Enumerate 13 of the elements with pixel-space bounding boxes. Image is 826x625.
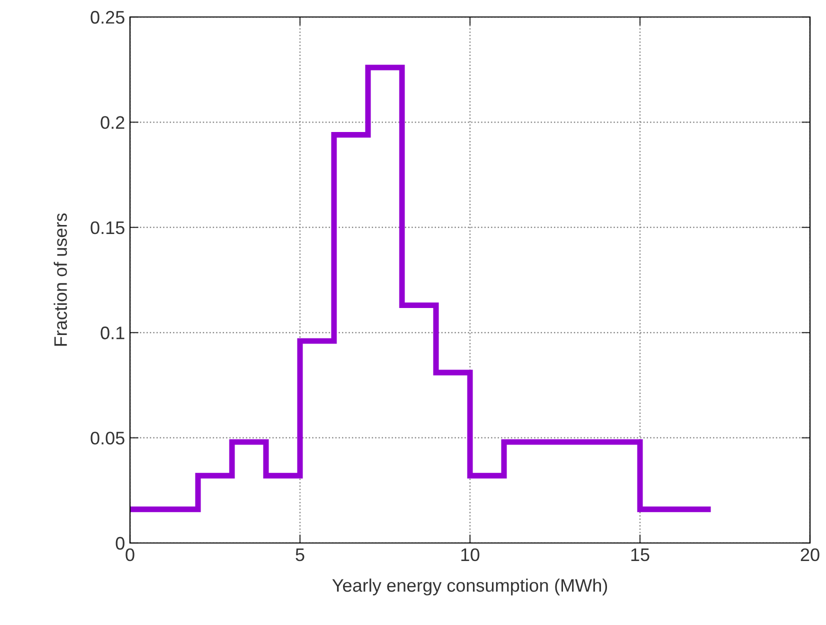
- y-tick-label: 0.2: [100, 116, 124, 129]
- y-axis-title: Fraction of users: [54, 213, 67, 346]
- x-axis-title: Yearly energy consumption (MWh): [332, 578, 608, 596]
- x-tick-label: 0: [126, 548, 134, 562]
- x-tick-label: 10: [461, 548, 480, 562]
- x-tick-label: 20: [800, 548, 820, 562]
- y-tick-label: 0: [116, 536, 124, 550]
- y-tick-label: 0.05: [90, 432, 124, 445]
- y-tick-label: 0.25: [90, 10, 124, 24]
- x-tick-label: 5: [296, 548, 304, 562]
- y-tick-label: 0.1: [100, 326, 124, 340]
- x-tick-label: 15: [631, 548, 650, 562]
- y-tick-label: 0.15: [90, 221, 124, 234]
